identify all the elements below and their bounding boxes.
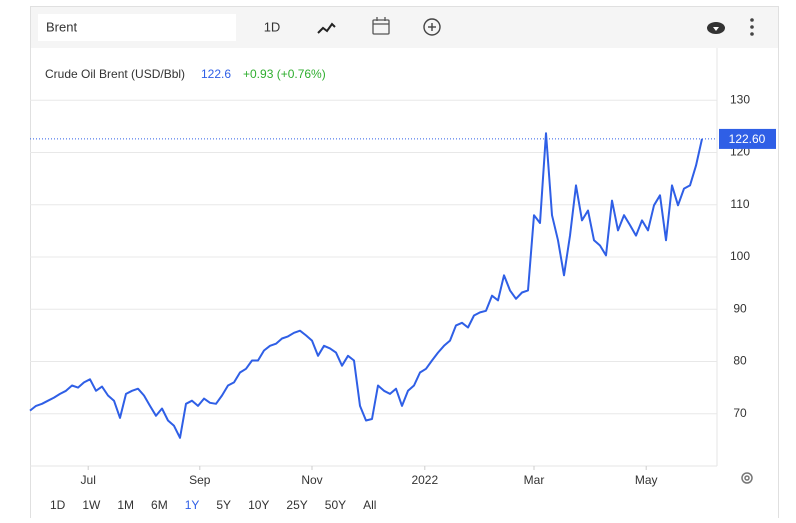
y-tick-label: 80 — [733, 354, 747, 368]
y-tick-label: 90 — [733, 301, 747, 315]
range-button[interactable]: 5Y — [216, 498, 231, 512]
range-button[interactable]: 1D — [50, 498, 66, 512]
last-price-tag — [719, 128, 776, 149]
menu-icon[interactable] — [750, 18, 754, 36]
download-icon[interactable] — [707, 22, 725, 34]
widget-frame — [30, 6, 779, 523]
series-change: +0.93 (+0.76%) — [243, 67, 326, 81]
range-button[interactable]: 6M — [151, 498, 168, 512]
series-price: 122.6 — [201, 67, 231, 81]
x-tick-label: 2022 — [411, 473, 438, 487]
settings-icon[interactable] — [741, 472, 753, 484]
range-button[interactable]: 50Y — [325, 498, 346, 512]
last-price-label: 122.60 — [729, 132, 766, 146]
y-tick-label: 110 — [730, 197, 749, 211]
range-button[interactable]: 1M — [117, 498, 134, 512]
x-tick-label: Nov — [301, 473, 322, 487]
x-tick-label: Sep — [189, 473, 211, 487]
x-tick-label: Mar — [524, 473, 545, 487]
chart-type-icon[interactable] — [317, 22, 336, 34]
calendar-icon[interactable] — [372, 17, 390, 35]
range-button[interactable]: 1W — [82, 498, 101, 512]
search-text: Brent — [46, 19, 77, 34]
range-button[interactable]: All — [363, 498, 376, 512]
interval-button[interactable]: 1D — [264, 19, 281, 34]
series-title: Crude Oil Brent (USD/Bbl) — [45, 67, 185, 81]
y-tick-label: 100 — [730, 249, 750, 263]
y-tick-label: 130 — [730, 92, 750, 106]
range-button[interactable]: 1Y — [185, 498, 200, 512]
compare-icon[interactable] — [423, 18, 441, 36]
x-tick-label: Jul — [81, 473, 96, 487]
price-line — [29, 132, 703, 439]
range-button[interactable]: 10Y — [248, 498, 269, 512]
y-tick-label: 70 — [733, 406, 747, 420]
range-button[interactable]: 25Y — [286, 498, 307, 512]
search-box[interactable] — [38, 14, 236, 41]
x-tick-label: May — [635, 473, 658, 487]
